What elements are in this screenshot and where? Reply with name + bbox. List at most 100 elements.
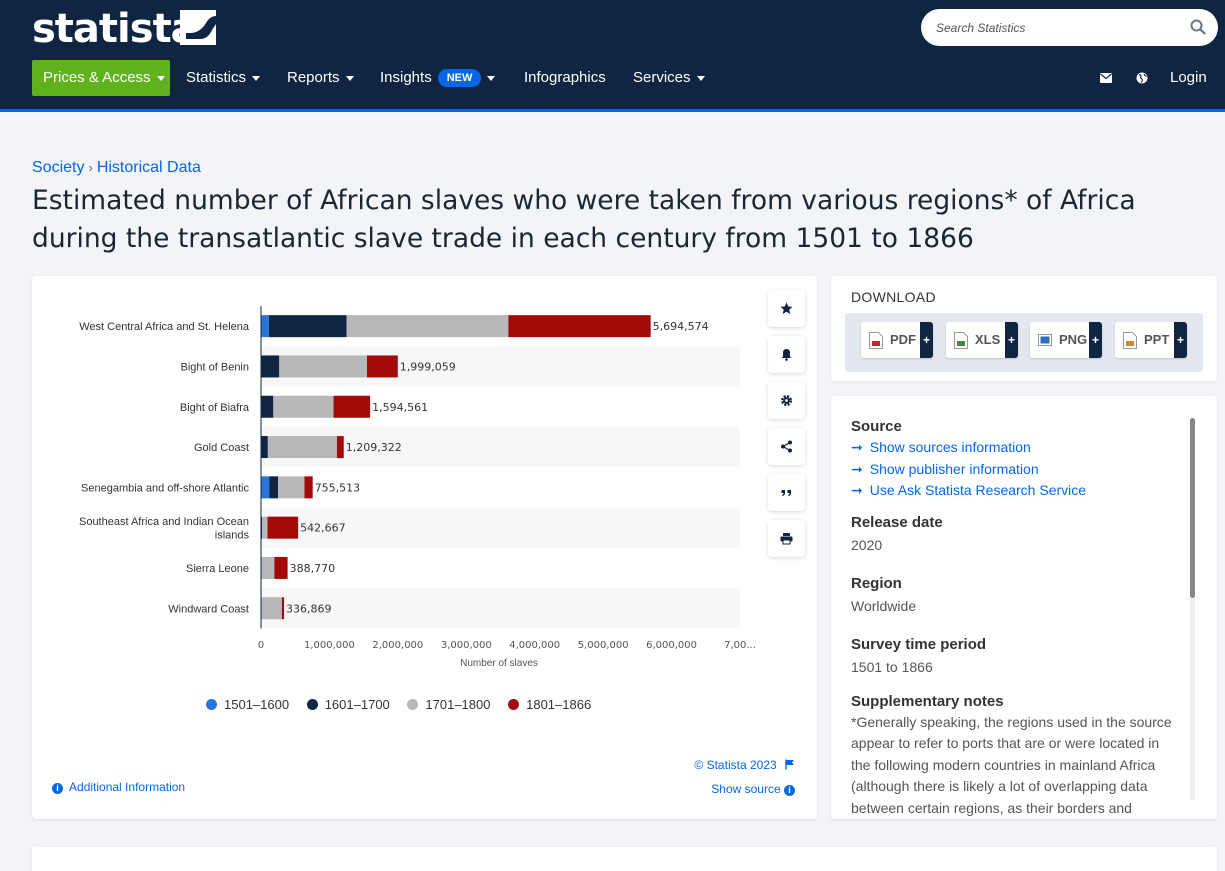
- category-label: Senegambia and off-shore Atlantic: [81, 482, 249, 494]
- breadcrumb-historical-data[interactable]: Historical Data: [96, 159, 201, 176]
- category-label: Sierra Leone: [186, 563, 249, 575]
- nav-insights[interactable]: Insights NEW: [380, 60, 496, 96]
- legend-item-1801-1866[interactable]: 1801–1866: [508, 697, 591, 712]
- total-value-label: 1,594,561: [372, 401, 428, 414]
- legend-item-1501-1600[interactable]: 1501–1600: [206, 697, 289, 712]
- flag-icon: [785, 759, 794, 770]
- nav-label: Prices & Access: [43, 69, 151, 86]
- bar-segment: [346, 315, 509, 338]
- ask-statista-link[interactable]: ➞ Use Ask Statista Research Service: [851, 480, 1181, 502]
- legend-swatch: [407, 699, 419, 710]
- search-box[interactable]: [921, 9, 1218, 46]
- statista-logo-mark-icon: [180, 10, 216, 45]
- link-label: Show sources information: [869, 439, 1031, 455]
- legend-swatch: [306, 699, 318, 710]
- legend-label: 1601–1700: [324, 697, 390, 712]
- total-value-label: 1,209,322: [346, 441, 402, 454]
- show-source-link[interactable]: Show source i: [711, 782, 795, 796]
- category-label: Bight of Biafra: [180, 402, 250, 414]
- nav-label: Infographics: [524, 69, 606, 86]
- download-pdf-button[interactable]: PDF +: [861, 322, 933, 358]
- scrollbar-thumb[interactable]: [1190, 418, 1195, 598]
- show-publisher-link[interactable]: ➞ Show publisher information: [851, 459, 1181, 481]
- total-value-label: 542,667: [300, 522, 346, 535]
- breadcrumb-society[interactable]: Society: [32, 159, 85, 176]
- bar-segment: [274, 556, 288, 579]
- cite-button[interactable]: [768, 474, 805, 511]
- notification-button[interactable]: [768, 336, 805, 373]
- top-header: statista Prices & Access Statistics Repo…: [0, 0, 1225, 110]
- arrow-right-icon: ➞: [851, 439, 863, 455]
- additional-information-text: Additional Information: [69, 780, 186, 794]
- settings-button[interactable]: [768, 382, 805, 419]
- bar-segment: [333, 395, 371, 418]
- statista-logo[interactable]: statista: [32, 6, 198, 52]
- header-divider: [0, 109, 1225, 112]
- download-format-label: PPT: [1144, 332, 1170, 347]
- statistic-info-card: Source ➞ Show sources information ➞ Show p…: [831, 396, 1217, 819]
- supplementary-notes-heading: Supplementary notes: [851, 692, 1004, 710]
- arrow-right-icon: ➞: [851, 460, 863, 477]
- nav-statistics[interactable]: Statistics: [186, 60, 261, 96]
- total-value-label: 5,694,574: [653, 320, 709, 333]
- globe-icon[interactable]: [1136, 72, 1148, 84]
- breadcrumb: Society › Historical Data: [32, 159, 201, 177]
- plus-icon: +: [1174, 322, 1187, 358]
- chevron-down-icon: [345, 75, 354, 81]
- legend-label: 1701–1800: [425, 697, 491, 712]
- info-icon: i: [52, 783, 63, 794]
- login-link[interactable]: Login: [1170, 69, 1207, 86]
- total-value-label: 336,869: [286, 602, 332, 615]
- bar-segment: [267, 516, 299, 539]
- bell-icon: [781, 349, 792, 361]
- bar-chart: West Central Africa and St. Helena 5,694,…: [79, 306, 756, 669]
- download-format-label: XLS: [975, 332, 1001, 347]
- additional-information-link[interactable]: i Additional Information: [52, 780, 185, 794]
- bar-segment: [268, 315, 347, 338]
- bar-segment: [261, 315, 269, 338]
- row-band: [261, 588, 740, 629]
- nav-infographics[interactable]: Infographics: [524, 60, 606, 96]
- png-file-icon: [1038, 334, 1052, 346]
- search-icon[interactable]: [1190, 19, 1206, 35]
- download-xls-button[interactable]: XLS +: [946, 322, 1018, 358]
- bar-segment: [336, 436, 344, 459]
- survey-period-value: 1501 to 1866: [851, 658, 933, 675]
- download-png-button[interactable]: PNG +: [1030, 322, 1102, 358]
- download-bar: PDF + XLS + PNG + PPT +: [845, 313, 1203, 372]
- print-button[interactable]: [768, 520, 805, 557]
- download-ppt-button[interactable]: PPT +: [1115, 322, 1187, 358]
- supplementary-notes-text: *Generally speaking, the regions used in…: [851, 713, 1172, 816]
- chevron-down-icon: [252, 75, 261, 81]
- x-tick-label: 1,000,000: [304, 640, 355, 651]
- share-button[interactable]: [768, 428, 805, 465]
- category-label: Windward Coast: [168, 603, 249, 615]
- bar-segment: [273, 395, 334, 418]
- bar-segment: [278, 476, 305, 499]
- show-source-text: Show source: [711, 782, 781, 796]
- pdf-file-icon: [869, 332, 883, 349]
- plus-icon: +: [1089, 322, 1102, 358]
- legend-item-1701-1800[interactable]: 1701–1800: [407, 697, 490, 712]
- favorite-button[interactable]: [768, 290, 805, 327]
- link-label: Use Ask Statista Research Service: [869, 482, 1087, 498]
- category-label: islands: [215, 529, 250, 541]
- nav-reports[interactable]: Reports: [287, 60, 354, 96]
- search-input[interactable]: [936, 18, 1186, 38]
- category-label: Gold Coast: [194, 442, 249, 454]
- legend-label: 1801–1866: [526, 697, 592, 712]
- chart-card: West Central Africa and St. Helena 5,694,…: [32, 276, 817, 819]
- scrollbar-track[interactable]: [1190, 418, 1195, 800]
- show-sources-link[interactable]: ➞ Show sources information: [851, 437, 1181, 459]
- star-icon: [780, 302, 793, 314]
- nav-services[interactable]: Services: [633, 60, 705, 96]
- nav-prices-access[interactable]: Prices & Access: [32, 60, 170, 96]
- download-format-label: PDF: [890, 332, 916, 347]
- copyright-link[interactable]: © Statista 2023: [694, 758, 795, 772]
- bar-segment: [261, 516, 263, 539]
- x-tick-label: 4,000,000: [509, 640, 560, 651]
- bar-segment: [281, 597, 285, 620]
- mail-icon[interactable]: [1100, 73, 1112, 83]
- x-tick-label: 2,000,000: [372, 640, 423, 651]
- legend-item-1601-1700[interactable]: 1601–1700: [306, 697, 390, 712]
